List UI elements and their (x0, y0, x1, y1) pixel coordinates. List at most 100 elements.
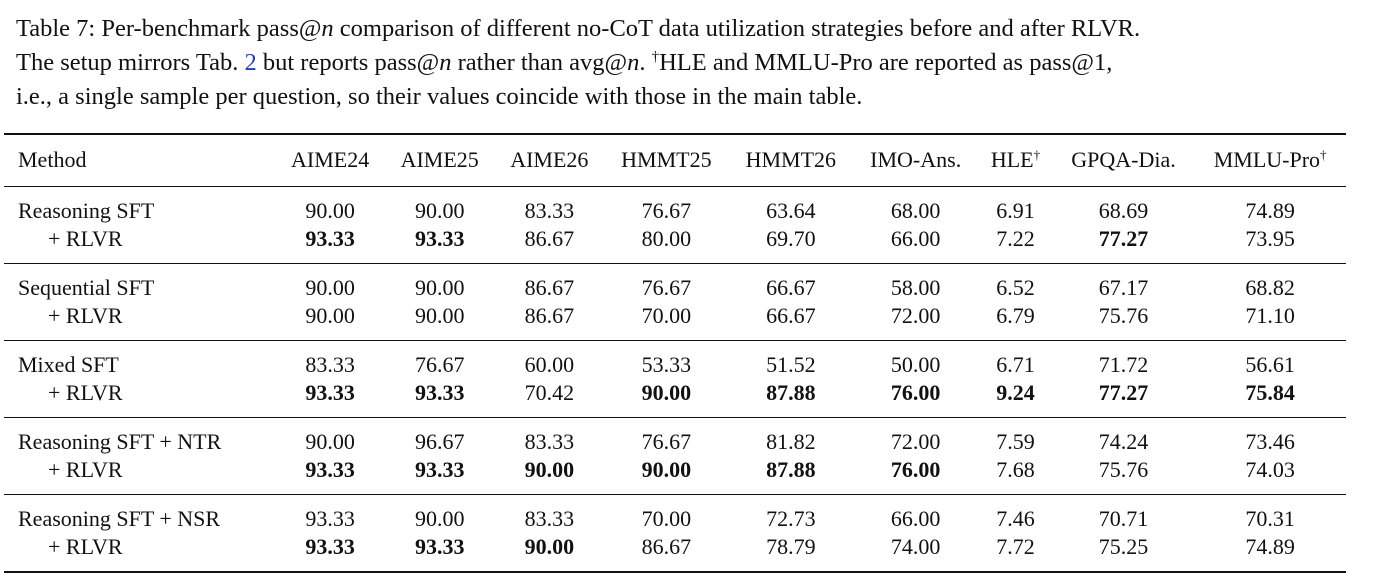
table-row: Reasoning SFT + NTR 90.00 96.67 83.33 76… (4, 417, 1346, 456)
dagger-mark: † (1033, 147, 1041, 163)
table-row: + RLVR 90.00 90.00 86.67 70.00 66.67 72.… (4, 302, 1346, 341)
cell: 66.00 (890, 225, 941, 251)
cell: 90.00 (305, 197, 355, 223)
table-row: Reasoning SFT 90.00 90.00 83.33 76.67 63… (4, 186, 1346, 225)
header-mmlu-pro: MMLU-Pro† (1194, 133, 1346, 187)
cell: 6.79 (996, 302, 1035, 328)
cell: 77.27 (1098, 379, 1149, 405)
cell: 66.00 (890, 505, 941, 531)
caption-line-2: The setup mirrors Tab. 2 but reports pas… (16, 49, 1113, 76)
group-reasoning-sft-nsr: Reasoning SFT + NSR 93.33 90.00 83.33 70… (4, 494, 1346, 572)
cell: 96.67 (414, 428, 465, 454)
cell: 75.76 (1098, 456, 1149, 482)
cell: 72.73 (766, 505, 816, 531)
cell: 6.91 (996, 197, 1035, 223)
table-reference-link[interactable]: 2 (244, 49, 257, 76)
cell: 93.33 (305, 505, 355, 531)
cell: 77.27 (1098, 225, 1149, 251)
cell: 90.00 (414, 505, 465, 531)
cell: 60.00 (524, 351, 575, 377)
cell: 6.71 (996, 351, 1035, 377)
cell: 76.00 (890, 379, 941, 405)
cell: 93.33 (414, 533, 465, 559)
table-row: + RLVR 93.33 93.33 90.00 86.67 78.79 74.… (4, 533, 1346, 572)
method-label: Reasoning SFT + NSR (18, 505, 221, 531)
table-row: + RLVR 93.33 93.33 70.42 90.00 87.88 76.… (4, 379, 1346, 418)
cell: 68.00 (890, 197, 941, 223)
cell: 86.67 (524, 274, 575, 300)
cell: 83.33 (524, 505, 575, 531)
method-label: + RLVR (48, 456, 123, 482)
cell: 86.67 (524, 225, 575, 251)
cell: 90.00 (641, 379, 692, 405)
table-row: Reasoning SFT + NSR 93.33 90.00 83.33 70… (4, 494, 1346, 533)
cell: 72.00 (890, 428, 941, 454)
cell: 75.25 (1098, 533, 1149, 559)
cell: 93.33 (414, 225, 465, 251)
cell: 90.00 (305, 274, 355, 300)
cell: 78.79 (766, 533, 816, 559)
group-reasoning-sft: Reasoning SFT 90.00 90.00 83.33 76.67 63… (4, 186, 1346, 263)
cell: 66.67 (766, 302, 816, 328)
cell: 51.52 (766, 351, 816, 377)
cell: 74.89 (1245, 197, 1295, 223)
results-table: Method AIME24 AIME25 AIME26 HMMT25 HMMT2… (4, 133, 1346, 573)
cell: 93.33 (414, 456, 465, 482)
method-label: + RLVR (48, 225, 123, 251)
method-label: Sequential SFT (18, 274, 155, 300)
header-aime24: AIME24 (275, 133, 385, 187)
cell: 74.03 (1245, 456, 1295, 482)
header-hmmt26: HMMT26 (728, 133, 854, 187)
cell: 93.33 (305, 379, 355, 405)
cell: 93.33 (305, 225, 355, 251)
cell: 7.22 (996, 225, 1035, 251)
cell: 6.52 (996, 274, 1035, 300)
header-hmmt25: HMMT25 (604, 133, 729, 187)
cell: 87.88 (766, 379, 816, 405)
cell: 76.67 (414, 351, 465, 377)
method-label: Reasoning SFT (18, 197, 155, 223)
cell: 93.33 (305, 456, 355, 482)
cell: 71.72 (1098, 351, 1149, 377)
cell: 76.67 (641, 197, 692, 223)
cell: 86.67 (641, 533, 692, 559)
cell: 90.00 (414, 197, 465, 223)
header-hle: HLE† (978, 133, 1053, 187)
cell: 75.76 (1098, 302, 1149, 328)
cell: 71.10 (1245, 302, 1295, 328)
cell: 7.46 (996, 505, 1035, 531)
method-label: Mixed SFT (18, 351, 119, 377)
method-label: + RLVR (48, 379, 123, 405)
caption-line-1: Table 7: Per-benchmark pass@n comparison… (16, 15, 1141, 42)
cell: 70.71 (1098, 505, 1149, 531)
group-sequential-sft: Sequential SFT 90.00 90.00 86.67 76.67 6… (4, 263, 1346, 340)
cell: 73.46 (1245, 428, 1295, 454)
cell: 69.70 (766, 225, 816, 251)
cell: 70.42 (524, 379, 575, 405)
table-row: Sequential SFT 90.00 90.00 86.67 76.67 6… (4, 263, 1346, 302)
cell: 70.00 (641, 505, 692, 531)
cell: 76.00 (890, 456, 941, 482)
cell: 80.00 (641, 225, 692, 251)
cell: 90.00 (524, 456, 575, 482)
cell: 90.00 (305, 428, 355, 454)
cell: 72.00 (890, 302, 941, 328)
cell: 67.17 (1098, 274, 1149, 300)
table-caption: Table 7: Per-benchmark pass@n comparison… (16, 12, 1366, 114)
cell: 93.33 (414, 379, 465, 405)
table-row: Mixed SFT 83.33 76.67 60.00 53.33 51.52 … (4, 340, 1346, 379)
cell: 75.84 (1245, 379, 1295, 405)
cell: 58.00 (890, 274, 941, 300)
method-label: + RLVR (48, 302, 123, 328)
method-label: Reasoning SFT + NTR (18, 428, 222, 454)
cell: 83.33 (305, 351, 355, 377)
cell: 53.33 (641, 351, 692, 377)
header-gpqa-dia: GPQA-Dia. (1052, 133, 1195, 187)
cell: 66.67 (766, 274, 816, 300)
cell: 90.00 (641, 456, 692, 482)
header-method: Method (4, 133, 276, 187)
cell: 86.67 (524, 302, 575, 328)
cell: 90.00 (414, 302, 465, 328)
cell: 73.95 (1245, 225, 1295, 251)
cell: 76.67 (641, 428, 692, 454)
